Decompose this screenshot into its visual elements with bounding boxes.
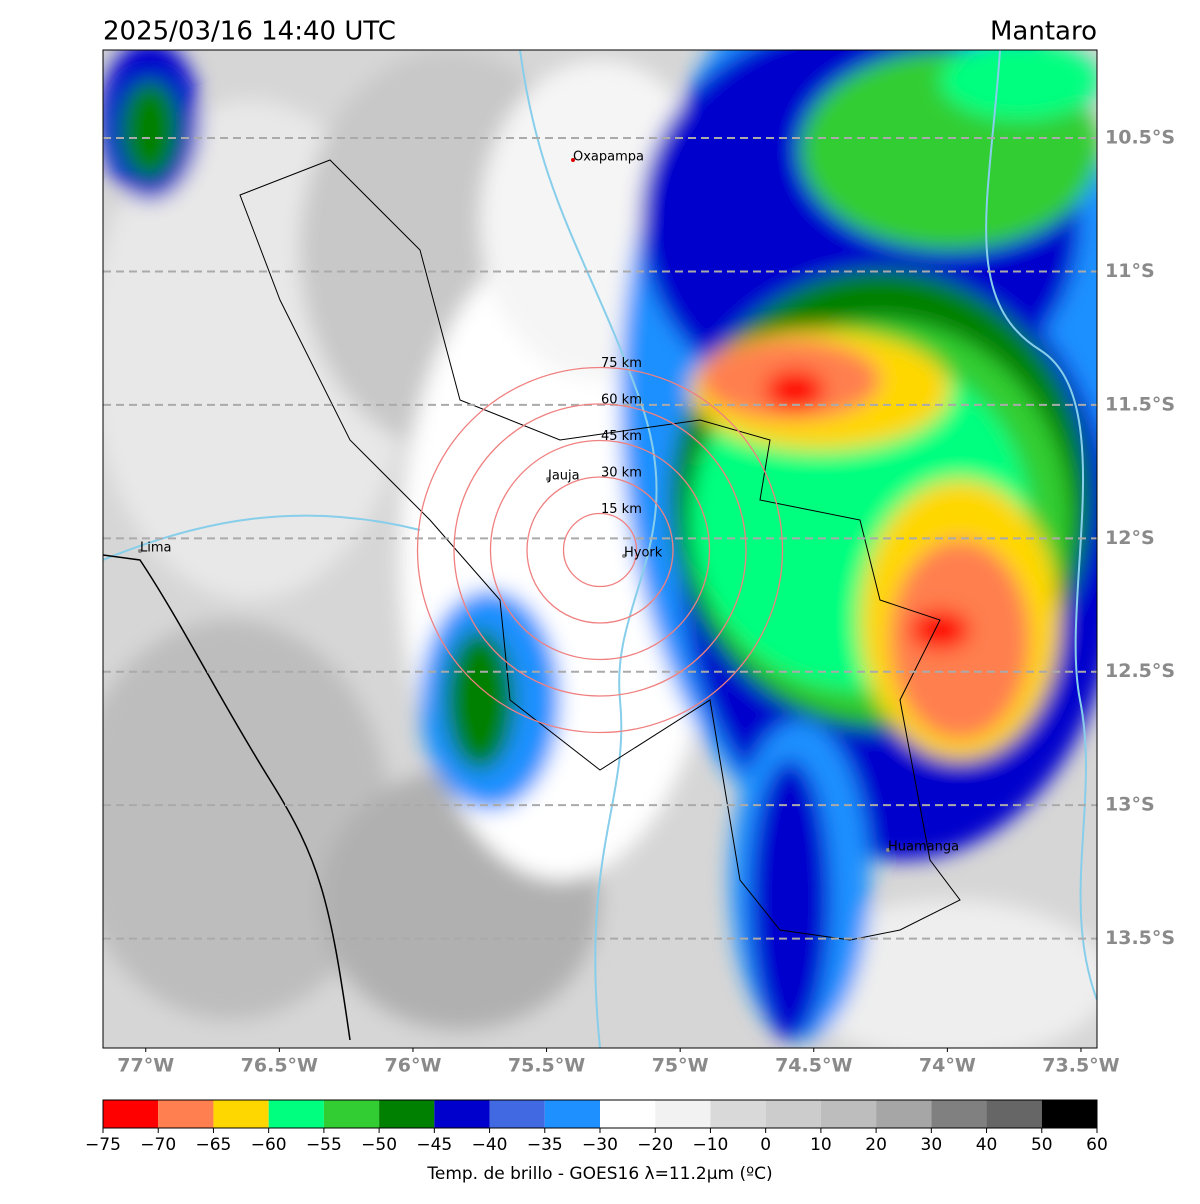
river xyxy=(519,50,658,1048)
colorbar-cell xyxy=(103,1100,159,1128)
coastline xyxy=(103,554,351,1041)
lat-tick-label: 13.5°S xyxy=(1105,927,1175,949)
colorbar-cell xyxy=(986,1100,1042,1128)
colorbar-cell xyxy=(158,1100,214,1128)
colorbar-cell xyxy=(876,1100,932,1128)
place-marker xyxy=(138,549,142,553)
lat-tick-label: 11.5°S xyxy=(1105,393,1175,415)
colorbar-cell xyxy=(323,1100,380,1128)
river xyxy=(985,50,1097,1001)
lat-tick-label: 12°S xyxy=(1105,527,1155,549)
colorbar-cell xyxy=(820,1100,877,1128)
place-label: Hyork xyxy=(624,546,663,561)
colorbar-tick-label: −40 xyxy=(472,1135,508,1155)
colorbar-tick-label: 10 xyxy=(810,1135,832,1155)
lat-tick-label: 10.5°S xyxy=(1105,127,1175,149)
colorbar-cell xyxy=(655,1100,711,1128)
colorbar-tick-label: −75 xyxy=(85,1135,121,1155)
colorbar-tick-label: −70 xyxy=(140,1135,176,1155)
lon-tick-label: 76°W xyxy=(385,1055,442,1077)
place-marker xyxy=(886,848,890,852)
border xyxy=(239,159,961,941)
range-ring xyxy=(526,476,674,624)
colorbar-tick-label: −55 xyxy=(306,1135,342,1155)
colorbar-tick-label: −10 xyxy=(692,1135,728,1155)
place-label: Oxapampa xyxy=(573,150,644,165)
colorbar-tick-label: −30 xyxy=(582,1135,618,1155)
colorbar-cell xyxy=(1041,1100,1097,1128)
range-ring xyxy=(453,403,747,697)
place-marker xyxy=(622,554,626,558)
colorbar-cell xyxy=(213,1100,269,1128)
colorbar-tick-label: 20 xyxy=(865,1135,887,1155)
lat-tick-label: 13°S xyxy=(1105,794,1155,816)
colorbar-tick-label: 50 xyxy=(1031,1135,1053,1155)
colorbar-cell xyxy=(379,1100,435,1128)
colorbar-label: Temp. de brillo - GOES16 λ=11.2μm (ºC) xyxy=(426,1164,772,1184)
map-lines xyxy=(103,50,1097,1048)
colorbar-cell xyxy=(710,1100,766,1128)
lat-tick-label: 12.5°S xyxy=(1105,660,1175,682)
colorbar-cell xyxy=(544,1100,600,1128)
lon-tick-label: 74°W xyxy=(919,1055,976,1077)
colorbar-tick-label: −50 xyxy=(361,1135,397,1155)
colorbar-tick-label: 30 xyxy=(921,1135,943,1155)
colorbar-tick-label: −45 xyxy=(416,1135,452,1155)
place-label: Huamanga xyxy=(888,840,959,855)
colorbar-cell xyxy=(489,1100,545,1128)
place-label: Lima xyxy=(140,541,171,556)
colorbar-tick-label: 40 xyxy=(976,1135,998,1155)
lon-tick-label: 73.5°W xyxy=(1042,1055,1119,1077)
colorbar-tick-label: 0 xyxy=(760,1135,771,1155)
range-ring xyxy=(489,439,711,661)
region-name: Mantaro xyxy=(990,17,1097,47)
colorbar-cell xyxy=(268,1100,324,1128)
colorbar-cell xyxy=(765,1100,821,1128)
colorbar-tick-label: 60 xyxy=(1086,1135,1108,1155)
lon-tick-label: 75°W xyxy=(652,1055,709,1077)
range-ring xyxy=(562,512,638,588)
colorbar-cell xyxy=(600,1100,656,1128)
place-label: Jauja xyxy=(547,469,580,484)
colorbar-cell xyxy=(434,1100,490,1128)
river xyxy=(103,514,421,561)
ring-label: 60 km xyxy=(601,393,642,408)
lon-tick-label: 77°W xyxy=(117,1055,174,1077)
colorbar-cell xyxy=(931,1100,987,1128)
colorbar-tick-label: −60 xyxy=(251,1135,287,1155)
place-marker xyxy=(546,477,550,481)
lon-tick-label: 75.5°W xyxy=(508,1055,585,1077)
lon-tick-label: 74.5°W xyxy=(775,1055,852,1077)
place-marker xyxy=(571,158,575,162)
ring-label: 30 km xyxy=(601,466,642,481)
title: 2025/03/16 14:40 UTC xyxy=(103,17,396,47)
ring-label: 75 km xyxy=(601,356,642,371)
colorbar-tick-label: −35 xyxy=(527,1135,563,1155)
colorbar-tick-label: −65 xyxy=(195,1135,231,1155)
ring-label: 15 km xyxy=(601,502,642,517)
satellite-image xyxy=(103,50,1097,1048)
range-ring xyxy=(416,366,784,734)
lon-tick-label: 76.5°W xyxy=(241,1055,318,1077)
colorbar-tick-label: −20 xyxy=(637,1135,673,1155)
ring-label: 45 km xyxy=(601,429,642,444)
map-frame xyxy=(102,49,1098,1049)
lat-tick-label: 11°S xyxy=(1105,260,1155,282)
